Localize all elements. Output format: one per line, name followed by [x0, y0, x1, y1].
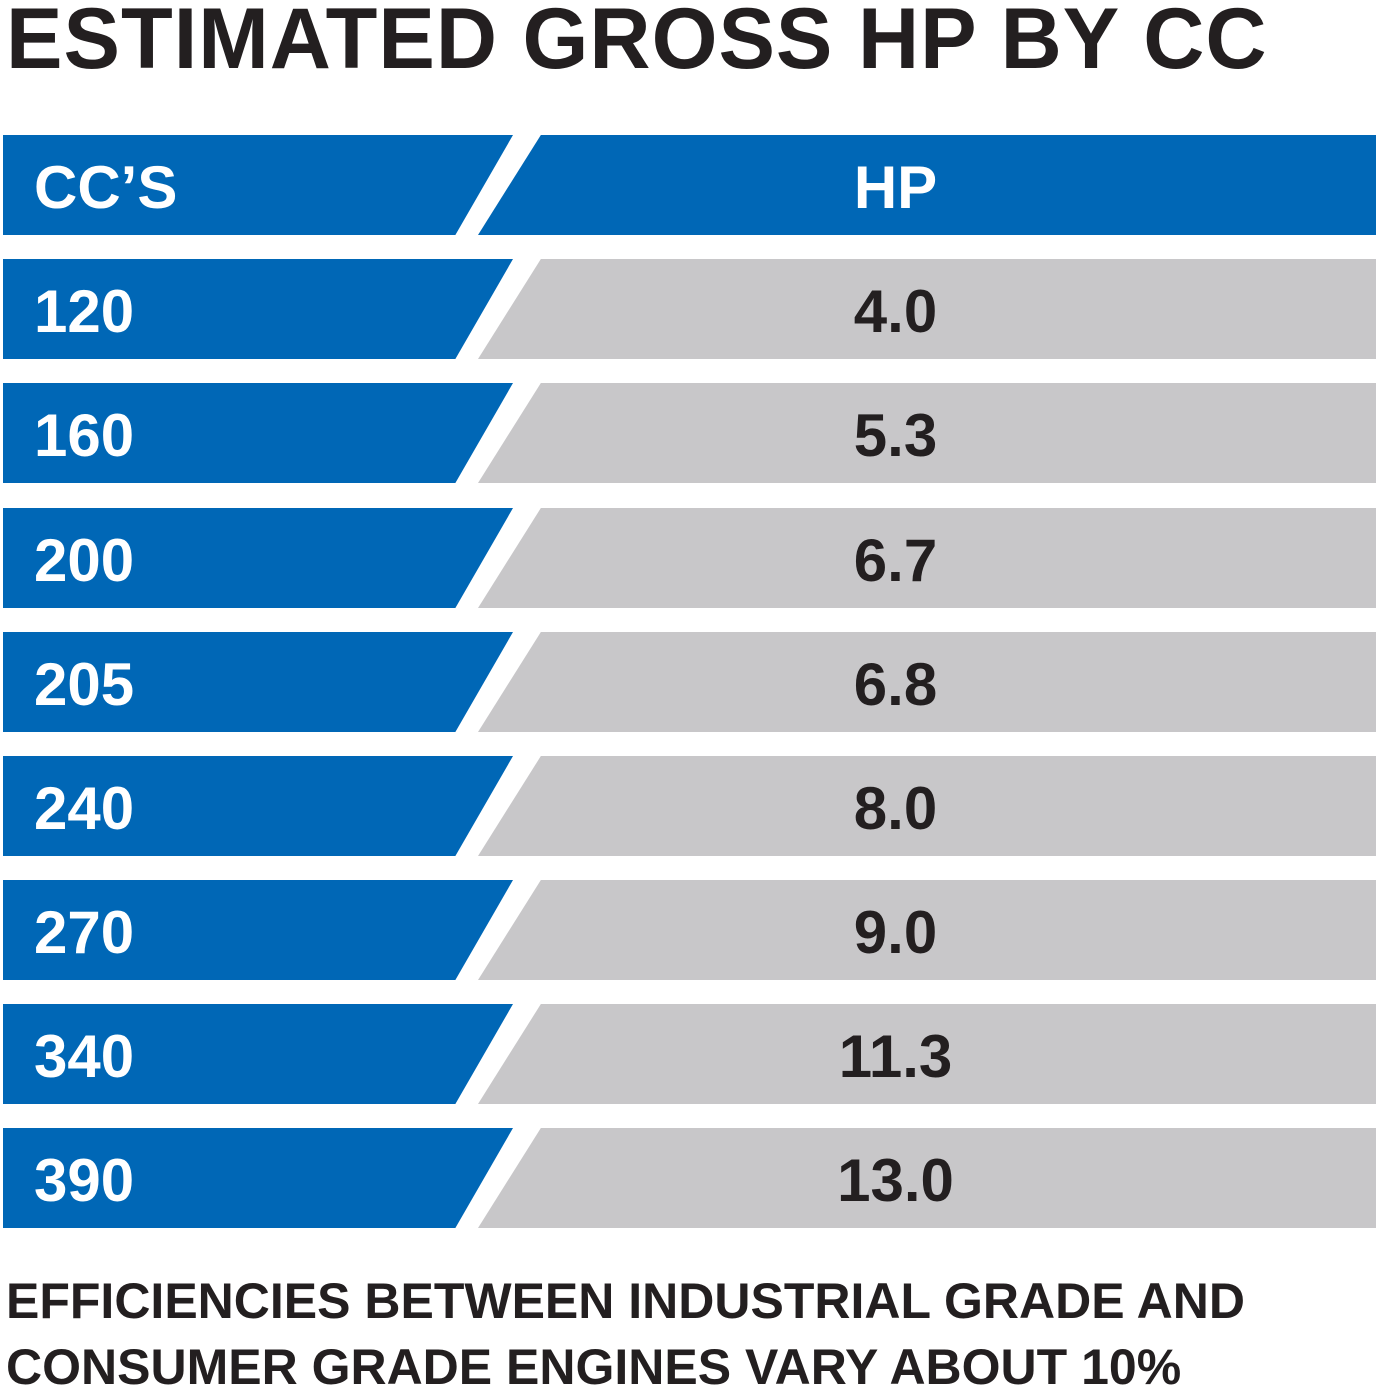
hp-value: 6.7: [853, 527, 938, 594]
footnote: EFFICIENCIES BETWEEN INDUSTRIAL GRADE AN…: [6, 1268, 1378, 1400]
hp-cell: [478, 1004, 1376, 1104]
cc-cell: [3, 508, 513, 608]
cc-value: 160: [34, 402, 135, 469]
page-title: ESTIMATED GROSS HP BY CC: [6, 0, 1268, 87]
hp-value: 4.0: [853, 278, 938, 345]
hp-cell: [478, 259, 1376, 359]
table-row: 160 5.3: [0, 383, 1379, 483]
cc-value: 390: [34, 1147, 135, 1214]
cc-cell: [3, 259, 513, 359]
hp-cell: [478, 1128, 1376, 1228]
header-label-cc: CC’S: [34, 154, 178, 221]
cc-cell: [3, 383, 513, 483]
cc-value: 340: [34, 1023, 135, 1090]
table-row: 200 6.7: [0, 508, 1379, 608]
cc-cell: [3, 632, 513, 732]
hp-cell: [478, 632, 1376, 732]
table-row: 270 9.0: [0, 880, 1379, 980]
cc-value: 240: [34, 775, 135, 842]
cc-value: 205: [34, 651, 135, 718]
cc-cell: [3, 756, 513, 856]
table-row: 390 13.0: [0, 1128, 1379, 1228]
hp-value: 9.0: [853, 899, 938, 966]
hp-value: 8.0: [853, 775, 938, 842]
table-header-row: CC’S HP: [0, 135, 1379, 235]
cc-cell: [3, 880, 513, 980]
table-row: 205 6.8: [0, 632, 1379, 732]
hp-cell: [478, 756, 1376, 856]
footnote-line-1: EFFICIENCIES BETWEEN INDUSTRIAL GRADE AN…: [6, 1273, 1245, 1329]
header-cell-hp: [478, 135, 1376, 235]
cc-value: 120: [34, 278, 135, 345]
cc-cell: [3, 1128, 513, 1228]
table-row: 240 8.0: [0, 756, 1379, 856]
hp-cell: [478, 880, 1376, 980]
table-row: 340 11.3: [0, 1004, 1379, 1104]
hp-cell: [478, 508, 1376, 608]
cc-value: 270: [34, 899, 135, 966]
header-label-hp: HP: [853, 154, 938, 221]
hp-value: 13.0: [837, 1147, 954, 1214]
hp-value: 5.3: [853, 402, 938, 469]
table-row: 120 4.0: [0, 259, 1379, 359]
header-cell-cc: [3, 135, 513, 235]
hp-cell: [478, 383, 1376, 483]
footnote-line-2: CONSUMER GRADE ENGINES VARY ABOUT 10%: [6, 1339, 1182, 1395]
hp-value: 11.3: [838, 1023, 953, 1090]
cc-value: 200: [34, 527, 135, 594]
hp-value: 6.8: [853, 651, 938, 718]
cc-cell: [3, 1004, 513, 1104]
